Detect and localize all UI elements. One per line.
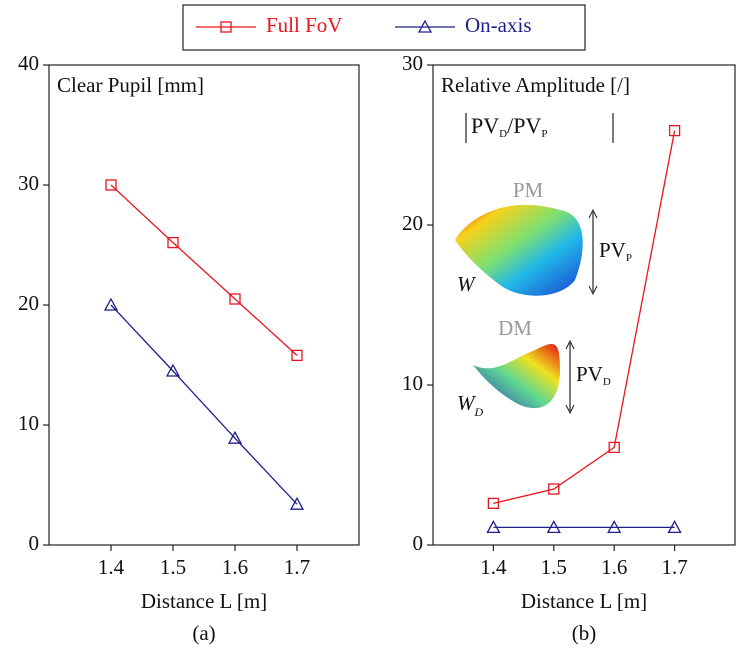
x-tick-label: 1.6 [222,555,248,579]
square-marker [291,349,303,362]
text-part: P [626,252,632,264]
square-marker [548,483,560,495]
plot-frame [432,64,736,546]
triangle-marker [227,430,243,444]
text-part: W [457,272,477,296]
x-tick-label: 1.5 [160,555,186,579]
square-marker [668,124,681,137]
x-axis-label: Distance L [m] [521,589,647,613]
x-axis-label: Distance L [m] [141,589,267,613]
y-tick-label: 30 [18,171,39,195]
square-marker [167,236,179,249]
plot-frame [48,64,360,546]
pv-label: PVD [576,362,611,388]
triangle-marker [289,496,305,510]
text-part: PV [471,113,499,138]
mirror-label: PM [513,178,544,202]
pv-label: PVP [599,238,632,264]
pm-surface [455,204,583,296]
x-tick-label: 1.7 [284,555,310,579]
text-part: D [474,405,484,419]
legend-marker [220,21,232,33]
triangle-marker [103,297,119,311]
panel-caption: (a) [192,621,215,645]
series-line [110,304,298,505]
x-tick-label: 1.4 [98,555,125,579]
triangle-marker [486,520,501,534]
square-marker [487,497,500,510]
x-tick-label: 1.7 [661,555,687,579]
legend-marker [417,19,433,33]
y-tick-label: 20 [402,211,423,235]
series-line [493,130,676,505]
text-part: PV [576,362,603,386]
series-line [110,184,298,356]
legend-label: Full FoV [266,13,342,37]
triangle-marker [667,520,682,534]
square-marker [105,179,117,191]
y-tick-label: 40 [18,51,39,75]
x-tick-label: 1.5 [541,555,567,579]
dm-surface [473,344,560,409]
y-tick-label: 20 [18,291,39,315]
surface-label: WD [457,391,484,419]
text-part: PV [599,238,626,262]
pv-arrow-heads [565,339,575,415]
plot-title: Relative Amplitude [/] [441,73,630,97]
mirror-label: DM [498,316,532,340]
y-tick-label: 30 [402,51,423,75]
y-tick-label: 10 [18,411,39,435]
legend-label: On-axis [465,13,532,37]
text-part: W [457,391,477,415]
pv-arrow-heads [588,208,598,296]
square-marker [229,293,241,305]
insets [455,204,598,415]
text-part: PV [513,113,541,138]
plot-title: Clear Pupil [mm] [57,73,204,97]
x-tick-label: 1.6 [601,555,627,579]
y-tick-label: 10 [402,371,423,395]
triangle-marker [165,363,181,377]
y-tick-label: 0 [29,531,40,555]
surface-label: W [457,272,477,296]
text-part: D [499,128,507,140]
y-tick-label: 0 [413,531,424,555]
square-marker [608,441,620,454]
x-tick-label: 1.4 [480,555,507,579]
triangle-marker [607,520,622,534]
formula: PVD/PVP [471,113,547,139]
text-part: P [541,128,547,140]
text-part: / [507,113,514,138]
text-part: D [603,376,611,388]
panel-caption: (b) [572,621,597,645]
triangle-marker [546,520,561,534]
